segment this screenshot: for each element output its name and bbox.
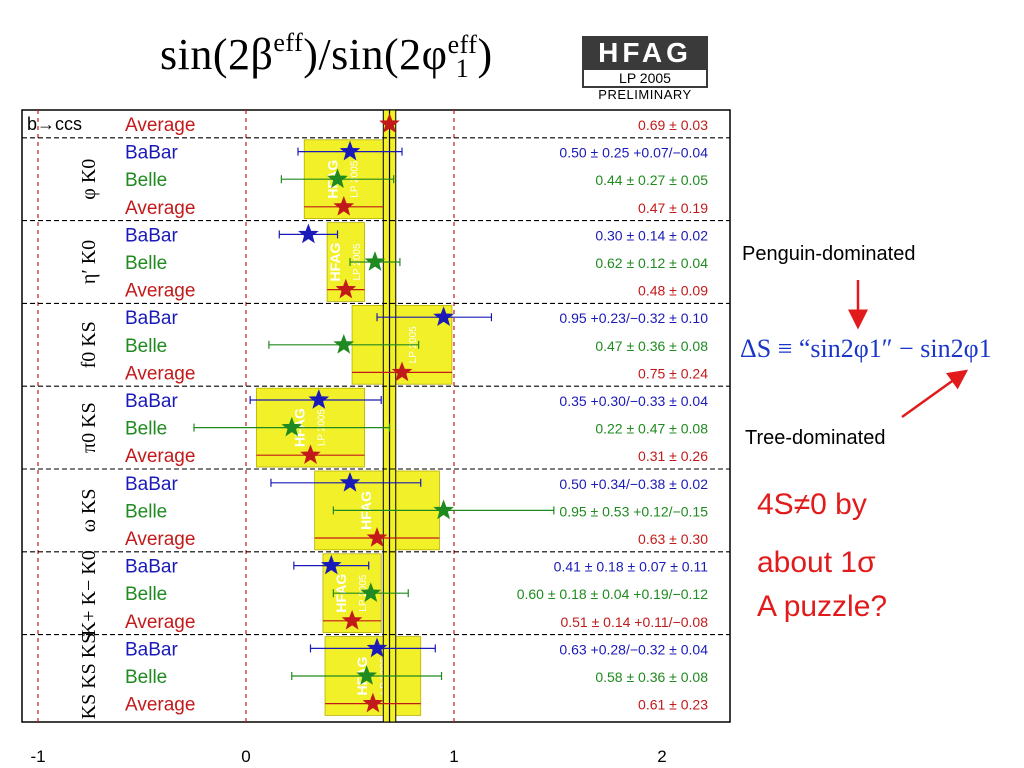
value-label: 0.48 ± 0.09 <box>638 283 708 299</box>
title-sup-1: eff <box>273 28 304 57</box>
group-label: KS KS KS <box>78 633 100 720</box>
puzzle-line-1: 4S≠0 by <box>757 488 867 521</box>
value-label: 0.75 ± 0.24 <box>638 365 708 381</box>
experiment-label: Average <box>125 695 195 716</box>
experiment-label: Average <box>125 446 195 467</box>
experiment-label: Average <box>125 612 195 633</box>
value-label: 0.30 ± 0.14 ± 0.02 <box>595 227 708 243</box>
value-label: 0.69 ± 0.03 <box>638 117 708 133</box>
value-label: 0.50 ± 0.25 +0.07/−0.04 <box>559 145 708 161</box>
chart-title: sin(2βeff)/sin(2φ eff 1) <box>160 28 580 100</box>
title-suffix: ) <box>477 30 493 79</box>
puzzle-line-3: A puzzle? <box>757 590 888 623</box>
puzzle-line-2: about 1σ <box>757 546 876 579</box>
value-label: 0.62 ± 0.12 ± 0.04 <box>595 255 708 271</box>
experiment-label: Belle <box>125 336 167 357</box>
data-point-star <box>379 113 400 133</box>
value-label: 0.63 +0.28/−0.32 ± 0.04 <box>559 641 708 657</box>
x-tick-label: -1 <box>30 747 45 766</box>
value-label: 0.47 ± 0.19 <box>638 200 708 216</box>
data-point-star <box>366 527 388 547</box>
data-point-star <box>341 609 363 630</box>
data-point-star <box>339 140 361 161</box>
data-point-star <box>327 168 348 188</box>
value-label: 0.31 ± 0.26 <box>638 448 708 464</box>
experiment-label: BaBar <box>125 308 178 329</box>
experiment-label: Belle <box>125 501 167 522</box>
experiment-label: Average <box>125 529 195 550</box>
group-label: φ K0 <box>78 159 100 200</box>
data-point-star <box>300 444 321 464</box>
experiment-label: BaBar <box>125 639 178 660</box>
data-point-star <box>333 333 355 354</box>
data-point-star <box>362 692 384 713</box>
data-point-star <box>433 306 454 326</box>
data-point-star <box>339 471 361 492</box>
title-sup-2: eff <box>447 30 478 59</box>
experiment-label: BaBar <box>125 143 178 164</box>
experiment-label: Average <box>125 198 195 219</box>
hfag-logo-edition: LP 2005 <box>582 70 708 88</box>
data-point-star <box>433 499 454 520</box>
value-label: 0.58 ± 0.36 ± 0.08 <box>595 669 708 685</box>
delta-s-formula: ΔS ≡ “sin2φ1″ − sin2φ1 <box>740 334 992 363</box>
data-point-star <box>391 361 413 382</box>
hfag-logo-status: PRELIMINARY <box>598 87 692 102</box>
value-label: 0.22 ± 0.47 ± 0.08 <box>595 421 708 437</box>
value-label: 0.95 ± 0.53 +0.12/−0.15 <box>559 503 708 519</box>
experiment-label: Belle <box>125 253 167 274</box>
title-mid: )/sin(2φ <box>303 30 448 79</box>
experiment-label: Belle <box>125 419 167 440</box>
tree-label: Tree-dominated <box>745 427 886 449</box>
value-label: 0.47 ± 0.36 ± 0.08 <box>595 338 708 354</box>
experiment-label: BaBar <box>125 225 178 246</box>
group-label: π0 KS <box>78 402 100 453</box>
title-sub-2: 1 <box>455 54 470 83</box>
group-label: f0 KS <box>78 321 100 368</box>
group-label: ω KS <box>78 489 100 533</box>
experiment-label: Belle <box>125 667 167 688</box>
x-tick-label: 0 <box>241 747 250 766</box>
group-label: K+ K− K0 <box>78 550 100 636</box>
experiment-label: Average <box>125 363 195 384</box>
experiment-label: Average <box>125 281 195 302</box>
data-point-star <box>335 278 357 299</box>
value-label: 0.60 ± 0.18 ± 0.04 +0.19/−0.12 <box>517 586 709 602</box>
experiment-label: Belle <box>125 584 167 605</box>
value-label: 0.35 +0.30/−0.33 ± 0.04 <box>559 393 708 409</box>
experiment-label: BaBar <box>125 391 178 412</box>
value-label: 0.95 +0.23/−0.32 ± 0.10 <box>559 310 708 326</box>
experiment-label: BaBar <box>125 557 178 578</box>
data-point-star <box>298 223 319 244</box>
value-label: 0.51 ± 0.14 +0.11/−0.08 <box>560 614 708 630</box>
plot-frame <box>21 109 731 723</box>
data-point-star <box>308 389 330 409</box>
data-point-star <box>333 195 355 216</box>
band-tag-hfag: HFAG <box>327 242 343 281</box>
value-label: 0.41 ± 0.18 ± 0.07 ± 0.11 <box>554 559 709 575</box>
experiment-label: Average <box>125 115 195 136</box>
value-label: 0.61 ± 0.23 <box>638 697 708 713</box>
data-point-star <box>281 416 303 437</box>
value-label: 0.63 ± 0.30 <box>638 531 708 547</box>
data-point-star <box>356 665 378 685</box>
x-tick-label: 1 <box>449 747 458 766</box>
experiment-label: Belle <box>125 170 167 191</box>
group-label: b→ccs <box>27 114 82 134</box>
experiment-label: BaBar <box>125 474 178 495</box>
value-label: 0.44 ± 0.27 ± 0.05 <box>595 172 708 188</box>
hfag-logo-name: HFAG <box>582 36 708 70</box>
title-sub-pair: eff 1 <box>447 30 478 83</box>
x-tick-label: 2 <box>657 747 666 766</box>
hfag-logo: HFAG LP 2005 PRELIMINARY <box>582 36 708 102</box>
data-point-star <box>360 582 382 602</box>
data-point-star <box>320 554 342 575</box>
data-point-star <box>364 251 386 271</box>
title-prefix: sin(2β <box>160 30 274 79</box>
penguin-label: Penguin-dominated <box>742 243 916 265</box>
value-label: 0.50 +0.34/−0.38 ± 0.02 <box>559 476 708 492</box>
data-point-star <box>366 637 388 658</box>
group-label: η′ K0 <box>78 240 100 284</box>
